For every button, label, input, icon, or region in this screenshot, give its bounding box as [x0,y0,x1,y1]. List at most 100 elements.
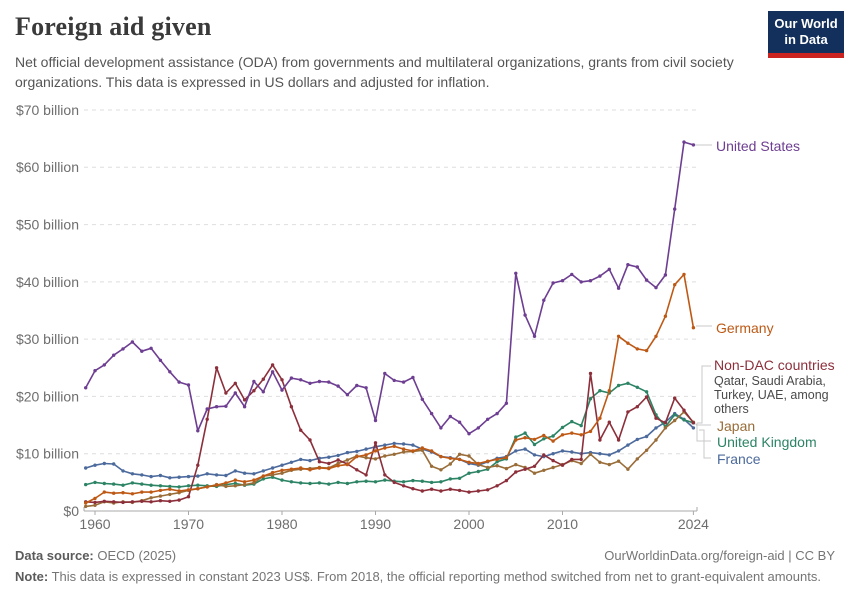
data-point [355,449,359,454]
data-point [233,469,237,473]
data-point [383,371,387,376]
series-path[interactable] [84,141,695,435]
series-line-japan[interactable] [84,410,696,509]
data-point [261,477,265,481]
data-point [270,363,275,367]
data-point [149,474,153,479]
data-point [523,313,527,317]
data-point [205,407,209,411]
data-point [261,474,265,478]
data-point [93,496,97,501]
data-point [467,471,471,475]
data-point [598,452,602,456]
series-label-france[interactable]: France [717,451,761,467]
data-point [429,449,434,453]
data-point [411,375,415,380]
data-point [457,476,462,480]
series-label-non-dac-countries[interactable]: Non-DAC countries [714,357,835,373]
data-point [392,441,396,446]
data-point [626,263,630,267]
data-point [542,298,546,302]
data-point [186,474,191,479]
data-point [383,473,387,477]
data-point [691,143,696,147]
series-path[interactable] [84,411,695,508]
data-point [327,482,331,486]
data-point [486,488,490,492]
data-point [504,456,509,460]
data-point [598,274,602,278]
series-line-germany[interactable] [84,272,696,505]
data-point [644,395,649,399]
data-point [93,463,97,467]
data-point [252,389,256,393]
data-point [560,449,565,453]
series-label-united-states[interactable]: United States [716,138,801,154]
data-point [112,353,116,357]
series-path[interactable] [84,273,695,504]
data-point [112,491,116,495]
data-point [364,386,368,390]
chart-subtitle: Net official development assistance (ODA… [15,54,734,91]
data-point [242,471,247,475]
data-point [158,488,163,493]
data-point [673,207,677,211]
series-line-united-kingdom[interactable] [84,381,696,489]
data-point [224,484,228,489]
data-point [551,465,555,470]
data-point [383,446,387,450]
series-label-japan[interactable]: Japan [717,418,756,434]
series-line-france[interactable] [84,411,696,480]
series-path[interactable] [84,364,695,504]
data-point [411,443,415,447]
data-point [616,438,621,442]
data-point [327,466,331,471]
data-point [168,484,172,489]
data-point [448,456,452,460]
data-point [476,489,480,493]
data-point [523,447,527,451]
data-point [579,280,583,284]
data-point [177,380,181,384]
owid-logo[interactable]: Our World in Data [768,11,844,58]
data-point [308,381,312,385]
data-point [429,464,434,468]
data-point [401,447,406,451]
series-label-germany[interactable]: Germany [716,320,774,336]
data-point [261,469,265,473]
x-tick-label: 1980 [266,516,297,532]
data-point [514,462,518,467]
x-tick-label: 2000 [453,516,484,532]
series-line-non-dac-countries[interactable] [84,363,696,505]
data-point [196,487,200,491]
series-path[interactable] [84,412,695,479]
series-line-united-states[interactable] [84,140,696,436]
data-point [149,346,153,350]
series-label-united-kingdom[interactable]: United Kingdom [717,434,817,450]
data-point [214,366,219,370]
license-link[interactable]: OurWorldinData.org/foreign-aid | CC BY [604,548,835,563]
data-point [158,473,163,478]
data-point [158,484,163,488]
data-point [345,450,350,455]
data-point [149,490,153,494]
data-point [345,458,350,462]
data-point [495,411,499,416]
data-point [252,481,256,485]
data-point [401,480,406,484]
data-source-value: OECD (2025) [97,548,177,563]
data-point [570,457,574,462]
data-point [224,481,228,485]
data-point [327,461,331,466]
x-tick-label: 2010 [547,516,578,532]
data-point [635,405,639,409]
data-point [644,278,649,282]
data-point [467,490,471,494]
data-point [158,358,163,362]
data-point [186,484,191,488]
data-point [654,416,658,420]
data-point [364,447,368,451]
data-point [336,480,340,485]
data-point [242,480,247,484]
